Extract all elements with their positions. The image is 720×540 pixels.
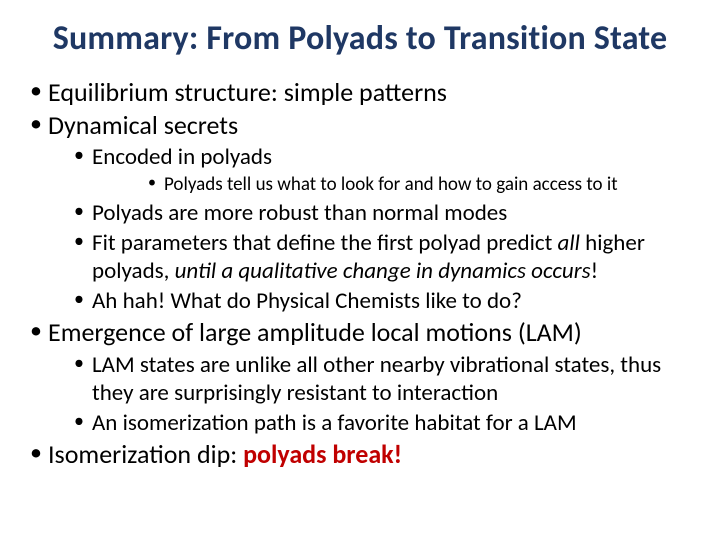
bullet-text: Polyads are more robust than normal mode… [92, 199, 507, 227]
bullet-lvl2: Encoded in polyads Polyads tell us what … [74, 143, 690, 197]
bullet-lvl1: Emergence of large amplitude local motio… [30, 317, 690, 436]
bullet-lvl2: An isomerization path is a favorite habi… [74, 409, 690, 437]
bullet-text: Equilibrium structure: simple patterns [48, 76, 447, 108]
bullet-text: Isomerization dip: [48, 438, 243, 470]
bullet-lvl1: Isomerization dip: polyads break! [30, 439, 690, 470]
bullet-text-italic: all [558, 229, 580, 257]
bullet-text: Polyads tell us what to look for and how… [164, 173, 618, 196]
slide: Summary: From Polyads to Transition Stat… [0, 0, 720, 540]
bullet-lvl2: Polyads are more robust than normal mode… [74, 199, 690, 227]
bullet-text-italic: until a qualitative change in dynamics o… [175, 257, 591, 285]
bullet-lvl2: LAM states are unlike all other nearby v… [74, 351, 690, 407]
bullet-lvl2: Ah hah! What do Physical Chemists like t… [74, 287, 690, 315]
bullet-lvl1: Equilibrium structure: simple patterns [30, 77, 690, 108]
bullet-text: LAM states are unlike all other nearby v… [92, 351, 661, 407]
bullet-lvl3: Polyads tell us what to look for and how… [148, 173, 690, 197]
bullet-lvl2: Fit parameters that define the first pol… [74, 229, 690, 285]
bullet-text: Ah hah! What do Physical Chemists like t… [92, 287, 522, 315]
bullet-text: ! [591, 257, 599, 285]
bullet-lvl1: Dynamical secrets Encoded in polyads Pol… [30, 110, 690, 315]
bullet-text: Encoded in polyads [92, 143, 272, 171]
bullet-list: Equilibrium structure: simple patterns D… [30, 77, 690, 470]
bullet-text: Fit parameters that define the first pol… [92, 229, 558, 257]
bullet-text-emphasis: polyads break! [243, 438, 402, 470]
bullet-text: Dynamical secrets [48, 109, 238, 141]
slide-title: Summary: From Polyads to Transition Stat… [30, 18, 690, 59]
bullet-text: An isomerization path is a favorite habi… [92, 409, 577, 437]
bullet-text: Emergence of large amplitude local motio… [48, 316, 582, 348]
